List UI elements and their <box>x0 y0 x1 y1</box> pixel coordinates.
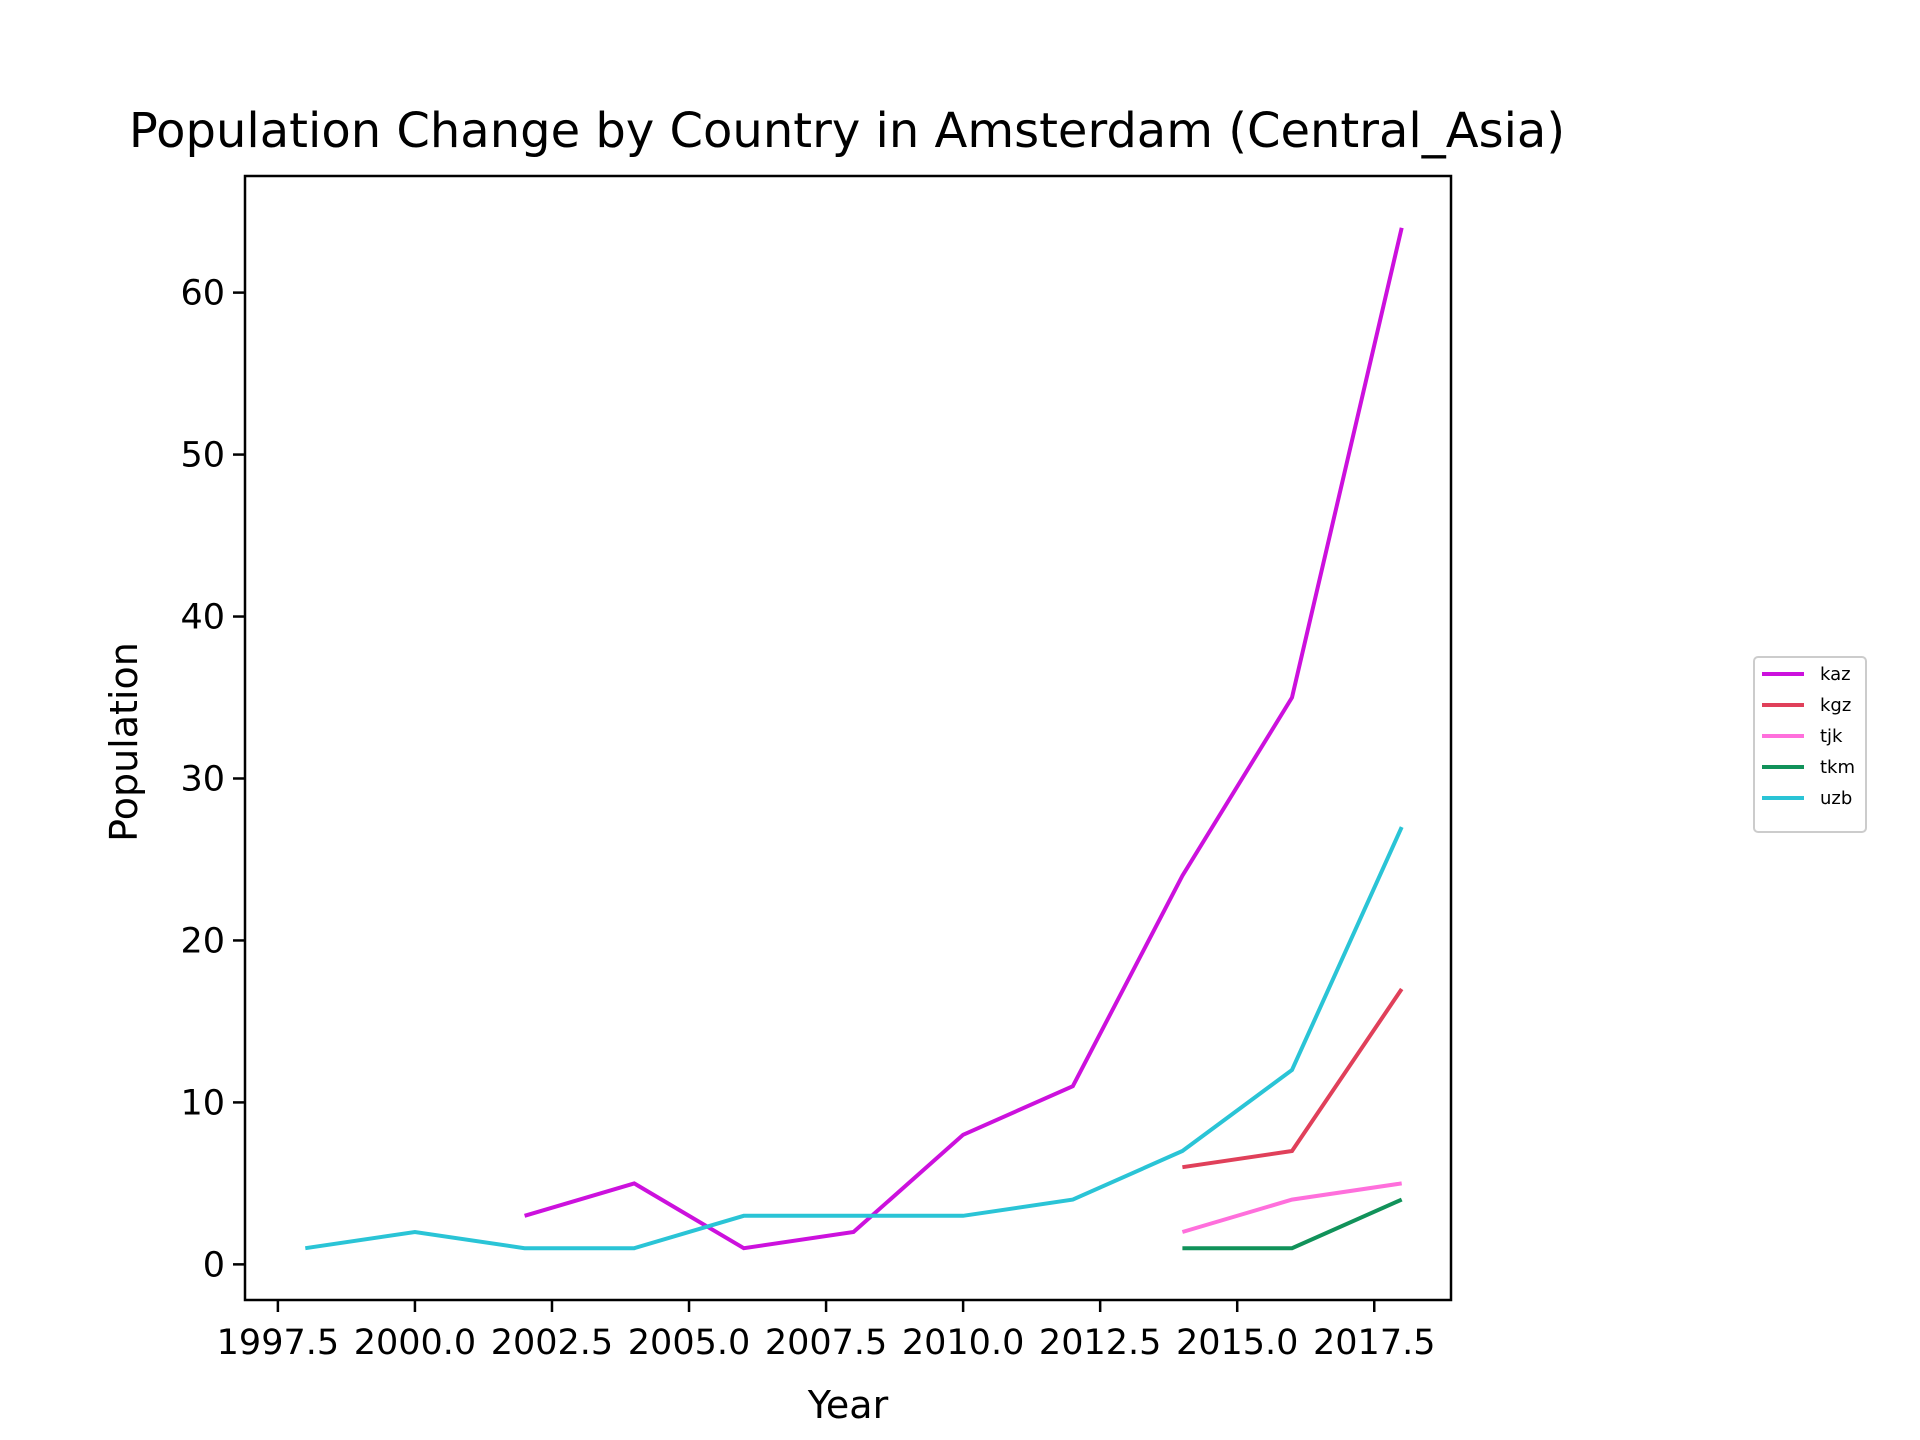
series-line-kgz <box>1182 987 1404 1170</box>
y-tick-label: 60 <box>180 274 225 314</box>
y-tick-label: 30 <box>180 759 225 799</box>
x-tick-label: 2015.0 <box>1176 1323 1298 1363</box>
x-tick-label: 2007.5 <box>765 1323 887 1363</box>
x-axis: 1997.5 2000.0 2002.5 2005.0 2007.5 2010.0 2012… <box>217 1300 1435 1363</box>
legend-label-kgz: kgz <box>1820 695 1851 716</box>
x-tick-label: 2005.0 <box>628 1323 750 1363</box>
series-line-tjk <box>1181 1181 1402 1234</box>
x-tick-label: 2010.0 <box>902 1323 1024 1363</box>
legend-label-uzb: uzb <box>1820 788 1852 809</box>
plot-frame <box>243 174 1453 1302</box>
legend: kaz kgz tjk tkm uzb <box>1753 656 1867 833</box>
y-tick-label: 0 <box>203 1245 225 1285</box>
y-axis: 0 10 20 30 40 50 60 <box>180 274 245 1285</box>
plot-area <box>305 227 1404 1251</box>
series-line-uzb <box>305 826 1404 1251</box>
y-tick-label: 20 <box>180 921 225 961</box>
chart-title: Population Change by Country in Amsterda… <box>129 103 1565 159</box>
x-tick-label: 1997.5 <box>217 1323 339 1363</box>
x-tick-label: 2012.5 <box>1039 1323 1161 1363</box>
x-tick-label: 2000.0 <box>354 1323 476 1363</box>
legend-box <box>1753 656 1867 833</box>
legend-label-tkm: tkm <box>1820 757 1855 778</box>
series-line-tkm <box>1182 1197 1403 1251</box>
x-axis-label: Year <box>807 1383 889 1427</box>
series-line-kaz <box>524 227 1404 1251</box>
x-tick-label: 2017.5 <box>1313 1323 1435 1363</box>
y-tick-label: 10 <box>180 1083 225 1123</box>
y-tick-label: 40 <box>180 598 225 638</box>
y-tick-label: 50 <box>180 436 225 476</box>
y-axis-label: Population <box>102 642 146 842</box>
x-tick-label: 2002.5 <box>491 1323 613 1363</box>
legend-label-tjk: tjk <box>1820 726 1843 747</box>
legend-label-kaz: kaz <box>1820 664 1851 685</box>
